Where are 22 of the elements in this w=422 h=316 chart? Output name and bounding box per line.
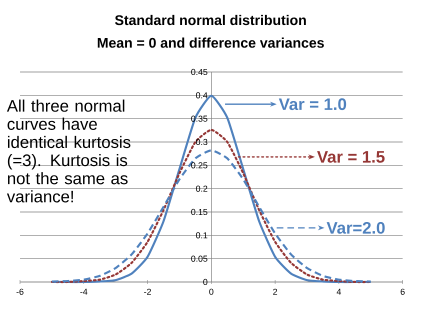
x-tick-label: 6	[400, 288, 405, 295]
legend-label: Var = 1.5	[317, 151, 385, 163]
legend-label: Var=2.0	[326, 222, 385, 234]
y-tick-label: 0.4	[196, 92, 208, 98]
x-tick-label: 4	[336, 288, 342, 295]
y-tick-label: 0.25	[191, 162, 208, 168]
y-tick-label: 0.15	[191, 208, 208, 216]
legend-label: Var = 1.0	[278, 98, 346, 110]
y-tick-label: 0.1	[196, 232, 208, 238]
x-tick-label: 2	[273, 288, 278, 295]
y-tick-label: 0.2	[196, 186, 208, 192]
chart-subtitle: Mean = 0 and difference variances	[98, 38, 324, 48]
y-tick-label: 0.45	[191, 68, 208, 76]
x-tick-label: -4	[80, 288, 88, 295]
y-tick-label: 0.05	[191, 256, 208, 262]
y-tick-label: 0.3	[196, 138, 208, 146]
y-tick-label: 0	[203, 278, 208, 286]
annotation: All three normal curves have identical kurtosis (=3). Kurtosis is not the same as variance!	[6, 100, 130, 202]
x-tick-label: 0	[209, 288, 214, 295]
x-tick-label: -2	[144, 288, 151, 295]
x-tick-label: -6	[16, 288, 24, 295]
chart-title: Standard normal distribution	[115, 14, 306, 26]
